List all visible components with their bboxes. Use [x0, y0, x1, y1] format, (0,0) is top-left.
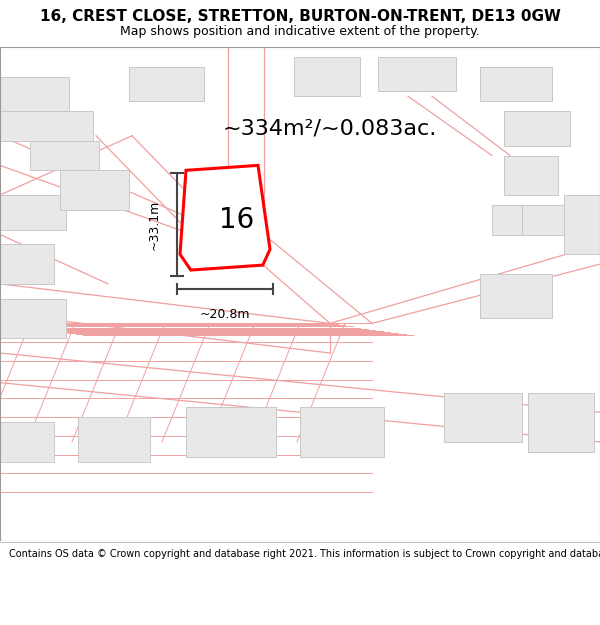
Polygon shape	[378, 57, 456, 91]
Polygon shape	[300, 408, 384, 457]
Polygon shape	[60, 170, 129, 210]
Polygon shape	[78, 418, 150, 462]
Polygon shape	[480, 67, 552, 101]
Polygon shape	[0, 195, 66, 229]
Text: ~334m²/~0.083ac.: ~334m²/~0.083ac.	[223, 118, 437, 138]
Text: Map shows position and indicative extent of the property.: Map shows position and indicative extent…	[120, 26, 480, 39]
Polygon shape	[294, 57, 360, 96]
Polygon shape	[522, 205, 564, 234]
Polygon shape	[186, 408, 276, 457]
Polygon shape	[564, 195, 600, 254]
Polygon shape	[0, 111, 93, 141]
Text: 16, CREST CLOSE, STRETTON, BURTON-ON-TRENT, DE13 0GW: 16, CREST CLOSE, STRETTON, BURTON-ON-TRE…	[40, 9, 560, 24]
Polygon shape	[504, 111, 570, 146]
Polygon shape	[480, 274, 552, 318]
Text: 16: 16	[220, 206, 254, 234]
Polygon shape	[528, 392, 594, 452]
Polygon shape	[0, 76, 69, 111]
Polygon shape	[129, 67, 204, 101]
Polygon shape	[0, 422, 54, 462]
Text: ~20.8m: ~20.8m	[200, 308, 250, 321]
Polygon shape	[180, 166, 270, 270]
Polygon shape	[444, 392, 522, 442]
Polygon shape	[492, 205, 522, 234]
Polygon shape	[0, 244, 54, 284]
Polygon shape	[30, 141, 99, 170]
Polygon shape	[504, 156, 558, 195]
Polygon shape	[0, 299, 66, 338]
Text: ~33.1m: ~33.1m	[148, 199, 161, 250]
Text: Contains OS data © Crown copyright and database right 2021. This information is : Contains OS data © Crown copyright and d…	[9, 549, 600, 559]
